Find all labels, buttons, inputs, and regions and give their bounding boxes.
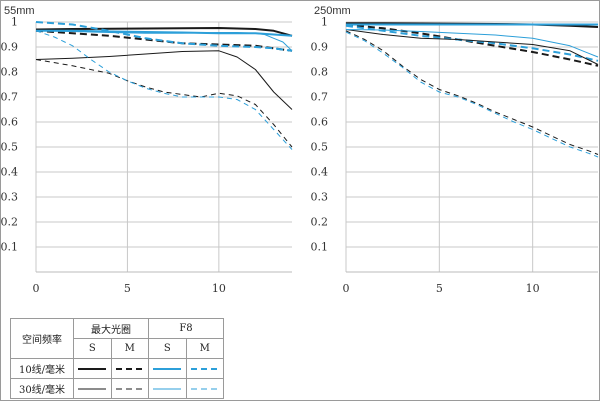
chart-2-ytick-label: 0.7 xyxy=(311,91,329,104)
chart-2-ytick-label: 0.8 xyxy=(311,66,329,79)
legend-swatch-f8-30-s xyxy=(148,378,187,399)
chart-1-ytick-label: 0.2 xyxy=(1,216,19,229)
chart-1-ytick-label: 0.6 xyxy=(1,116,19,129)
chart-1-ytick-label: 0.7 xyxy=(1,91,19,104)
chart-2-series-max-30-S xyxy=(345,29,599,65)
chart-1-series-max-30-S xyxy=(35,50,293,110)
chart-2-series-max-30-M xyxy=(345,30,599,155)
chart-1-series-F8-30-M xyxy=(35,30,293,150)
chart-2-ytick-label: 0.1 xyxy=(311,241,329,254)
legend-swatch-max-30-m xyxy=(110,378,149,399)
legend-max-s-label: S xyxy=(73,338,112,359)
legend-f8-s-label: S xyxy=(148,338,187,359)
chart-2-series-F8-10-M xyxy=(345,24,599,62)
chart-2-title: 250mm xyxy=(314,5,351,17)
legend-swatch-max-10-m xyxy=(110,358,149,379)
legend-table: 空间频率 最大光圈 F8 S M S M 10线/毫米 30线/毫米 xyxy=(10,318,224,399)
legend-max-aperture-label: 最大光圈 xyxy=(73,318,149,339)
legend-max-m-label: M xyxy=(110,338,149,359)
chart-1-series-F8-30-S xyxy=(35,30,293,52)
chart-1-series-F8-10-M xyxy=(35,21,293,52)
legend-header-frequency: 空间频率 xyxy=(10,318,74,359)
chart-1-xtick-label: 5 xyxy=(124,282,131,295)
chart-1-series-max-30-M xyxy=(35,59,293,148)
chart-1-ytick-label: 0.4 xyxy=(1,166,19,179)
chart-1-ytick-label: 1 xyxy=(11,16,18,29)
chart-2-xtick-label: 0 xyxy=(343,282,350,295)
chart-1-title: 55mm xyxy=(4,5,35,17)
chart-2-xtick-label: 5 xyxy=(436,282,443,295)
legend-swatch-f8-10-s xyxy=(148,358,187,379)
chart-1-ytick-label: 0.5 xyxy=(1,141,19,154)
chart-2-ytick-label: 0.9 xyxy=(311,41,329,54)
chart-2-xtick-label: 10 xyxy=(526,282,540,295)
chart-1-ytick-label: 0.1 xyxy=(1,241,19,254)
chart-1-ytick-label: 0.8 xyxy=(1,66,19,79)
chart-1-ytick-label: 0.9 xyxy=(1,41,19,54)
chart-1-ytick-label: 0.3 xyxy=(1,191,19,204)
legend-row-label-10: 10线/毫米 xyxy=(10,358,74,379)
legend-swatch-f8-10-m xyxy=(185,358,224,379)
legend-row-label-30: 30线/毫米 xyxy=(10,378,74,399)
chart-2-ytick-label: 0.4 xyxy=(311,166,329,179)
legend-swatch-f8-30-m xyxy=(185,378,224,399)
chart-2-series-F8-30-S xyxy=(345,29,599,58)
legend-swatch-max-30-s xyxy=(73,378,112,399)
chart-1-xtick-label: 10 xyxy=(212,282,226,295)
chart-2-series-max-10-M xyxy=(345,23,599,67)
chart-1-series-max-10-S xyxy=(35,27,293,37)
chart-2-ytick-label: 1 xyxy=(321,16,328,29)
legend-swatch-max-10-s xyxy=(73,358,112,379)
legend-f8-label: F8 xyxy=(148,318,224,339)
legend-f8-m-label: M xyxy=(185,338,224,359)
chart-2-ytick-label: 0.3 xyxy=(311,191,329,204)
chart-2-series-F8-30-M xyxy=(345,31,599,158)
chart-2-ytick-label: 0.5 xyxy=(311,141,329,154)
chart-1-xtick-label: 0 xyxy=(33,282,40,295)
chart-2-ytick-label: 0.2 xyxy=(311,216,329,229)
chart-2-ytick-label: 0.6 xyxy=(311,116,329,129)
